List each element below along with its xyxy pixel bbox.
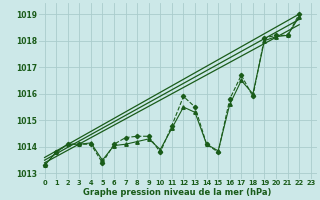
- X-axis label: Graphe pression niveau de la mer (hPa): Graphe pression niveau de la mer (hPa): [84, 188, 272, 197]
